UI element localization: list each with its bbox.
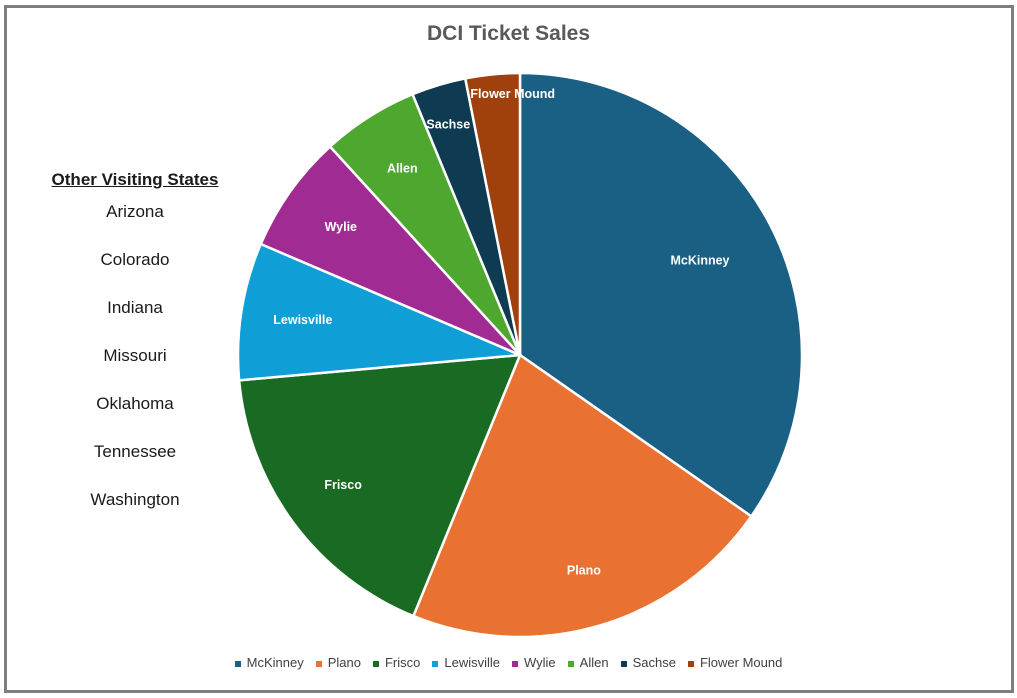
legend-label: Lewisville — [444, 655, 500, 670]
pie-label-wylie: Wylie — [325, 220, 357, 234]
legend-label: Allen — [579, 655, 609, 670]
pie-label-sachse: Sachse — [426, 118, 470, 132]
legend-swatch — [620, 660, 627, 667]
pie-label-mckinney: McKinney — [670, 253, 729, 267]
pie-slice-mckinney — [518, 71, 804, 519]
legend-label: Plano — [327, 655, 361, 670]
legend-item-mckinney: McKinney — [234, 655, 304, 670]
state-list: Arizona Colorado Indiana Missouri Oklaho… — [40, 202, 230, 538]
legend-swatch — [234, 660, 241, 667]
legend-swatch — [372, 660, 379, 667]
legend-item-plano: Plano — [315, 655, 361, 670]
pie-slice-lewisville — [236, 242, 521, 382]
pie-label-frisco: Frisco — [324, 478, 362, 492]
legend-item-lewisville: Lewisville — [432, 655, 500, 670]
pie-slice-frisco — [237, 353, 522, 618]
state-item: Oklahoma — [96, 394, 174, 413]
state-item: Washington — [90, 490, 180, 509]
legend-item-flower-mound: Flower Mound — [687, 655, 783, 670]
pie-label-plano: Plano — [567, 564, 601, 578]
legend-swatch — [567, 660, 574, 667]
pie-label-lewisville: Lewisville — [273, 313, 332, 327]
legend-swatch — [315, 660, 322, 667]
legend-label: Sachse — [632, 655, 676, 670]
pie-label-allen: Allen — [387, 161, 418, 175]
legend-item-sachse: Sachse — [620, 655, 676, 670]
pie-slice-wylie — [259, 144, 521, 357]
legend-label: Wylie — [524, 655, 556, 670]
legend-item-frisco: Frisco — [372, 655, 421, 670]
state-item: Colorado — [100, 250, 170, 269]
legend-item-wylie: Wylie — [512, 655, 556, 670]
pie-slice-plano — [411, 353, 754, 639]
legend-label: Flower Mound — [699, 655, 783, 670]
other-states-panel: Other Visiting States Arizona Colorado I… — [40, 170, 230, 538]
legend-swatch — [512, 660, 518, 667]
chart-legend: McKinney Plano Frisco Lewisville Wylie Allen S… — [0, 655, 1017, 670]
pie-label-flower-mound: Flower Mound — [470, 87, 555, 101]
legend-label: McKinney — [246, 655, 304, 670]
legend-label: Frisco — [384, 655, 421, 670]
state-item: Missouri — [103, 346, 167, 365]
state-item: Tennessee — [93, 442, 177, 461]
chart-title: DCI Ticket Sales — [426, 22, 591, 45]
legend-swatch — [687, 660, 694, 667]
pie-slice-flower-mound — [463, 71, 522, 356]
state-item: Indiana — [107, 298, 163, 317]
legend-swatch — [432, 660, 439, 667]
other-states-heading: Other Visiting States — [51, 170, 219, 189]
state-item: Arizona — [106, 202, 164, 221]
legend-item-allen: Allen — [567, 655, 609, 670]
